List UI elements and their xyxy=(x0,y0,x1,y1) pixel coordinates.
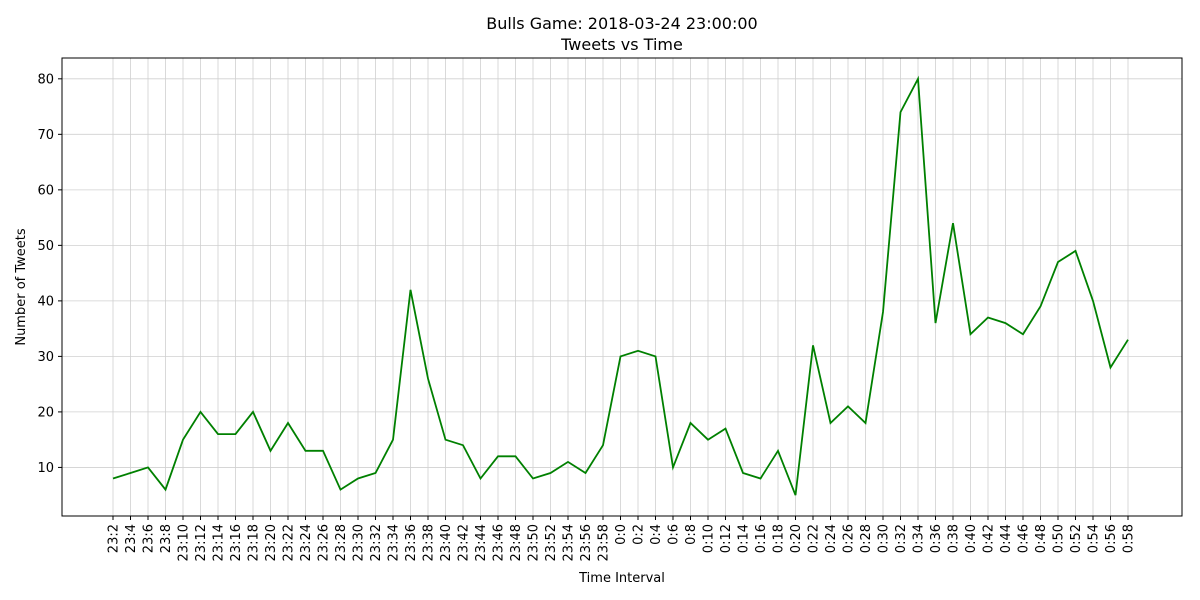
x-tick-label: 23:30 xyxy=(352,524,367,561)
x-tick-label: 0:56 xyxy=(1104,524,1119,553)
y-tick-label: 20 xyxy=(37,405,54,420)
x-tick-label: 23:8 xyxy=(159,524,174,553)
x-tick-label: 0:14 xyxy=(737,524,752,553)
x-tick-label: 23:10 xyxy=(177,524,192,561)
x-tick-label: 23:16 xyxy=(229,524,244,561)
x-tick-label: 23:24 xyxy=(299,524,314,561)
x-tick-label: 0:0 xyxy=(614,524,629,545)
x-tick-label: 0:46 xyxy=(1017,524,1032,553)
x-tick-label: 23:56 xyxy=(579,524,594,561)
axis-ticks xyxy=(58,78,1129,520)
x-tick-label: 23:58 xyxy=(597,524,612,561)
y-tick-label: 70 xyxy=(37,128,54,143)
x-tick-label: 23:6 xyxy=(142,524,157,553)
chart-subtitle: Tweets vs Time xyxy=(560,35,683,54)
x-tick-label: 0:48 xyxy=(1034,524,1049,553)
y-tick-label: 30 xyxy=(37,350,54,365)
chart-title: Bulls Game: 2018-03-24 23:00:00 xyxy=(486,14,757,33)
x-tick-label: 0:40 xyxy=(964,524,979,553)
grid xyxy=(62,58,1182,516)
y-axis-label: Number of Tweets xyxy=(14,228,29,346)
x-tick-label: 0:24 xyxy=(824,524,839,553)
x-tick-label: 0:50 xyxy=(1052,524,1067,553)
y-tick-label: 10 xyxy=(37,461,54,476)
x-tick-label: 0:20 xyxy=(789,524,804,553)
x-tick-label: 0:34 xyxy=(912,524,927,553)
x-tick-label: 23:22 xyxy=(282,524,297,561)
x-tick-label: 23:4 xyxy=(124,524,139,553)
y-tick-labels: 10 20 30 40 50 60 70 80 xyxy=(37,72,54,476)
x-tick-label: 0:52 xyxy=(1069,524,1084,553)
x-tick-label: 0:22 xyxy=(807,524,822,553)
x-tick-label: 0:6 xyxy=(667,524,682,545)
x-tick-label: 23:26 xyxy=(317,524,332,561)
x-tick-label: 23:50 xyxy=(527,524,542,561)
x-axis-label: Time Interval xyxy=(578,571,665,586)
x-tick-label: 0:12 xyxy=(719,524,734,553)
x-tick-label: 0:16 xyxy=(754,524,769,553)
x-tick-label: 23:34 xyxy=(387,524,402,561)
x-tick-label: 23:38 xyxy=(422,524,437,561)
x-tick-label: 0:32 xyxy=(894,524,909,553)
x-tick-label: 0:38 xyxy=(947,524,962,553)
x-tick-label: 0:42 xyxy=(982,524,997,553)
x-tick-label: 0:58 xyxy=(1122,524,1137,553)
x-tick-label: 23:18 xyxy=(247,524,262,561)
x-tick-labels: 23:2 23:4 23:6 23:8 23:10 23:12 23:14 23:16 23:1… xyxy=(107,524,1137,561)
x-tick-label: 23:44 xyxy=(474,524,489,561)
y-tick-label: 50 xyxy=(37,239,54,254)
x-tick-label: 0:8 xyxy=(684,524,699,545)
tweets-series-line xyxy=(112,75,1129,496)
x-tick-label: 0:10 xyxy=(702,524,717,553)
x-tick-label: 0:2 xyxy=(632,524,647,545)
x-tick-label: 0:44 xyxy=(999,524,1014,553)
x-tick-label: 23:40 xyxy=(439,524,454,561)
x-tick-label: 23:28 xyxy=(334,524,349,561)
y-tick-label: 60 xyxy=(37,183,54,198)
x-tick-label: 23:32 xyxy=(369,524,384,561)
x-tick-label: 0:36 xyxy=(929,524,944,553)
y-tick-label: 80 xyxy=(37,72,54,87)
x-tick-label: 0:54 xyxy=(1087,524,1102,553)
x-tick-label: 23:2 xyxy=(107,524,122,553)
x-tick-label: 23:46 xyxy=(492,524,507,561)
x-tick-label: 0:4 xyxy=(649,524,664,545)
x-tick-label: 23:54 xyxy=(562,524,577,561)
x-tick-label: 23:52 xyxy=(544,524,559,561)
plot-frame xyxy=(61,57,1183,517)
x-tick-label: 0:30 xyxy=(877,524,892,553)
x-tick-label: 23:48 xyxy=(509,524,524,561)
x-tick-label: 0:28 xyxy=(859,524,874,553)
y-tick-label: 40 xyxy=(37,294,54,309)
x-tick-label: 23:36 xyxy=(404,524,419,561)
x-tick-label: 0:26 xyxy=(842,524,857,553)
x-tick-label: 23:20 xyxy=(264,524,279,561)
x-tick-label: 23:12 xyxy=(194,524,209,561)
x-tick-label: 0:18 xyxy=(772,524,787,553)
x-tick-label: 23:14 xyxy=(212,524,227,561)
x-tick-label: 23:42 xyxy=(457,524,472,561)
